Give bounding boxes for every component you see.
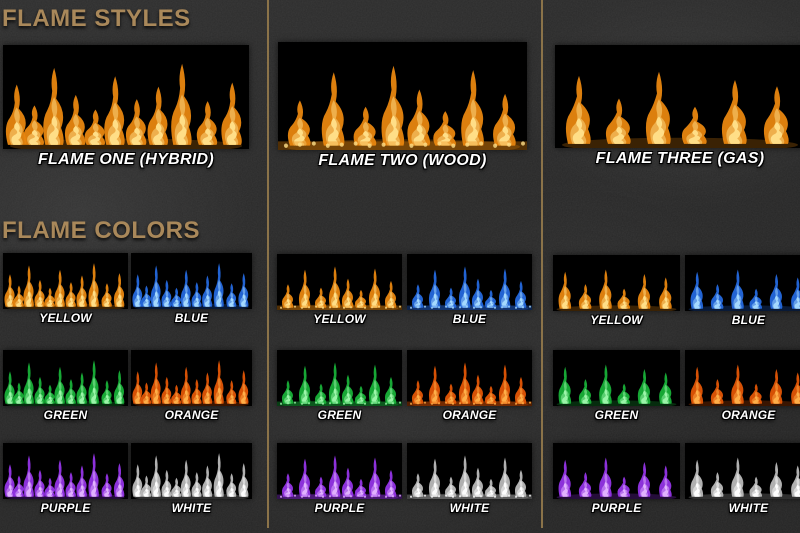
color-swatch-white[interactable]: WHITE: [685, 443, 800, 515]
purple-flame-image: [553, 443, 680, 499]
color-swatch-purple[interactable]: PURPLE: [277, 443, 402, 515]
color-label: PURPLE: [40, 501, 91, 515]
flame-style-label: FLAME ONE (HYBRID): [37, 151, 215, 168]
flame-style-option-two[interactable]: FLAME TWO (WOOD): [278, 42, 527, 170]
color-label: BLUE: [452, 312, 487, 326]
column-divider: [541, 0, 543, 528]
purple-flame-image: [3, 443, 128, 499]
color-swatch-yellow[interactable]: YELLOW: [553, 255, 680, 327]
color-label: PURPLE: [314, 501, 365, 515]
orange-flame-image: [407, 350, 532, 406]
blue-flame-image: [685, 255, 800, 311]
color-label: GREEN: [43, 408, 88, 422]
flame-styles-heading: FLAME STYLES: [2, 5, 191, 32]
wood-flame-row-image: [278, 42, 527, 150]
flame-style-option-three[interactable]: FLAME THREE (GAS): [555, 45, 800, 168]
color-label: WHITE: [449, 501, 490, 515]
color-label: YELLOW: [590, 313, 643, 327]
gas-flame-row-image: [555, 45, 800, 148]
yellow-flame-image: [553, 255, 680, 311]
color-label: ORANGE: [721, 408, 776, 422]
color-swatch-orange[interactable]: ORANGE: [407, 350, 532, 422]
flame-style-label: FLAME TWO (WOOD): [318, 152, 487, 169]
color-swatch-yellow[interactable]: YELLOW: [277, 254, 402, 326]
color-swatch-green[interactable]: GREEN: [553, 350, 680, 422]
color-label: GREEN: [594, 408, 639, 422]
dense-flame-row-image: [3, 45, 249, 149]
color-swatch-orange[interactable]: ORANGE: [131, 350, 252, 422]
color-label: PURPLE: [591, 501, 642, 515]
color-label: WHITE: [171, 501, 212, 515]
column-divider: [267, 0, 269, 528]
yellow-flame-image: [277, 254, 402, 310]
blue-flame-image: [131, 253, 252, 309]
color-swatch-blue[interactable]: BLUE: [131, 253, 252, 325]
color-swatch-green[interactable]: GREEN: [277, 350, 402, 422]
flame-style-option-one[interactable]: FLAME ONE (HYBRID): [3, 45, 249, 169]
color-swatch-purple[interactable]: PURPLE: [3, 443, 128, 515]
orange-flame-image: [685, 350, 800, 406]
color-label: BLUE: [731, 313, 766, 327]
color-swatch-blue[interactable]: BLUE: [407, 254, 532, 326]
color-label: YELLOW: [39, 311, 92, 325]
color-swatch-purple[interactable]: PURPLE: [553, 443, 680, 515]
color-swatch-white[interactable]: WHITE: [407, 443, 532, 515]
green-flame-image: [3, 350, 128, 406]
yellow-flame-image: [3, 253, 128, 309]
purple-flame-image: [277, 443, 402, 499]
color-label: ORANGE: [164, 408, 219, 422]
color-label: BLUE: [174, 311, 209, 325]
white-flame-image: [685, 443, 800, 499]
white-flame-image: [407, 443, 532, 499]
green-flame-image: [553, 350, 680, 406]
flame-style-label: FLAME THREE (GAS): [595, 150, 765, 167]
blue-flame-image: [407, 254, 532, 310]
color-label: ORANGE: [442, 408, 497, 422]
color-swatch-orange[interactable]: ORANGE: [685, 350, 800, 422]
color-label: WHITE: [728, 501, 769, 515]
green-flame-image: [277, 350, 402, 406]
color-label: GREEN: [317, 408, 362, 422]
color-label: YELLOW: [313, 312, 366, 326]
color-swatch-yellow[interactable]: YELLOW: [3, 253, 128, 325]
white-flame-image: [131, 443, 252, 499]
color-swatch-white[interactable]: WHITE: [131, 443, 252, 515]
flame-colors-heading: FLAME COLORS: [2, 217, 200, 244]
color-swatch-blue[interactable]: BLUE: [685, 255, 800, 327]
color-swatch-green[interactable]: GREEN: [3, 350, 128, 422]
orange-flame-image: [131, 350, 252, 406]
